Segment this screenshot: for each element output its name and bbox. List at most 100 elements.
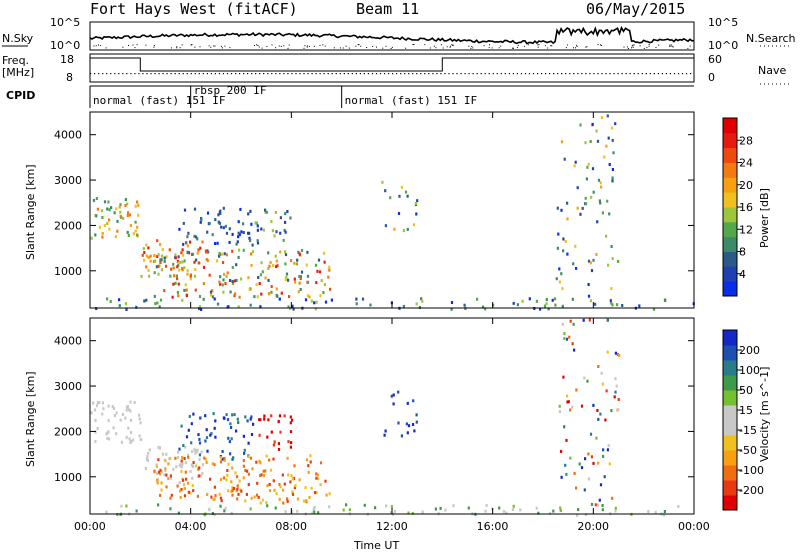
velocity-cell: [222, 476, 226, 480]
velocity-cell: [272, 457, 275, 461]
velocity-cell: [244, 469, 247, 472]
velocity-cell: [139, 421, 142, 425]
velocity-cell: [592, 461, 595, 465]
power-cell: [185, 288, 188, 292]
nave-dot: [114, 73, 116, 75]
power-cell: [186, 235, 189, 239]
velocity-cell: [606, 350, 609, 354]
nave-dot: [267, 73, 269, 75]
power-cell: [584, 196, 587, 200]
search-noise-dot: [319, 44, 321, 46]
velocity-cell: [213, 513, 216, 517]
power-cell: [328, 265, 331, 269]
power-cell: [558, 280, 561, 284]
power-cell: [224, 224, 227, 228]
nave-dot: [351, 73, 353, 75]
nave-dot: [226, 73, 229, 75]
power-cell: [238, 295, 241, 299]
freq-tick-bottom: 8: [66, 71, 73, 84]
search-noise-dot: [648, 44, 650, 45]
velocity-cell: [567, 400, 570, 404]
power-cbar-swatch: [723, 192, 737, 208]
velocity-cell: [169, 496, 172, 500]
search-noise-dot: [355, 45, 357, 47]
nave-dot: [424, 73, 426, 75]
power-cell: [211, 289, 214, 293]
search-noise-dot: [261, 47, 263, 49]
velocity-cell: [227, 489, 230, 493]
velocity-cell: [249, 456, 253, 460]
velocity-cell: [411, 511, 414, 515]
power-cell: [412, 223, 416, 227]
power-cell: [261, 270, 264, 274]
power-cell: [207, 250, 210, 254]
power-cell: [217, 213, 220, 217]
velocity-cell: [231, 489, 234, 492]
nave-dot: [597, 73, 599, 75]
velocity-cell: [290, 474, 293, 478]
velocity-cell: [614, 506, 617, 510]
search-noise-dot: [631, 47, 632, 49]
power-cell: [176, 277, 179, 281]
power-cell: [272, 264, 275, 267]
velocity-cell: [275, 492, 278, 496]
power-cell: [516, 303, 519, 307]
power-cell: [181, 298, 184, 302]
power-cell: [194, 288, 197, 292]
velocity-cell: [583, 488, 586, 492]
velocity-cell: [268, 458, 271, 462]
search-noise-dot: [145, 44, 147, 46]
nave-dot: [661, 73, 663, 75]
power-cell: [219, 282, 222, 286]
cpid-label: CPID: [6, 89, 35, 102]
velocity-cell: [146, 455, 149, 459]
power-cell: [141, 253, 144, 257]
nave-dot: [279, 73, 281, 75]
search-noise-dot: [342, 47, 344, 49]
velocity-cell: [289, 445, 292, 449]
velocity-cell: [598, 498, 601, 502]
velocity-cell: [205, 460, 208, 464]
power-cell: [209, 290, 213, 294]
power-cell: [551, 298, 554, 302]
velocity-cell: [278, 497, 281, 501]
power-cell: [601, 211, 604, 215]
velocity-cell: [392, 393, 395, 397]
power-cell: [248, 236, 251, 240]
velocity-cell: [595, 436, 598, 440]
power-cell: [289, 216, 292, 220]
power-cell: [126, 202, 129, 206]
velocity-cell: [324, 479, 327, 483]
velocity-cell: [614, 377, 617, 381]
velocity-cell: [569, 319, 572, 323]
nave-dot: [182, 73, 184, 75]
power-cell: [528, 297, 531, 301]
search-noise-dot: [544, 45, 546, 47]
velocity-cbar-tick-label: -200: [739, 484, 764, 497]
velocity-cell: [580, 466, 584, 470]
power-y-label: Slant Range [km]: [24, 164, 37, 260]
velocity-cell: [96, 427, 99, 430]
velocity-cell: [263, 417, 266, 421]
cpid-segment-label: normal (fast) 151 IF: [345, 94, 477, 107]
velocity-cell: [234, 471, 237, 475]
search-noise-dot: [372, 45, 374, 47]
velocity-cell: [224, 506, 227, 510]
power-cell: [222, 261, 225, 264]
velocity-cell: [194, 448, 198, 452]
search-noise-dot: [632, 46, 634, 48]
velocity-cell: [157, 503, 160, 507]
velocity-cell: [184, 461, 188, 465]
velocity-cell: [242, 434, 245, 438]
velocity-cell: [196, 448, 199, 452]
velocity-cell: [565, 438, 568, 442]
velocity-cell: [568, 335, 571, 339]
power-cell: [250, 252, 253, 256]
search-noise-dot: [176, 46, 178, 48]
velocity-cell: [228, 440, 231, 444]
search-noise-dot: [390, 48, 392, 49]
velocity-cell: [242, 476, 245, 480]
nave-dot: [154, 73, 156, 75]
velocity-cell: [140, 437, 143, 441]
power-cell: [231, 266, 234, 269]
